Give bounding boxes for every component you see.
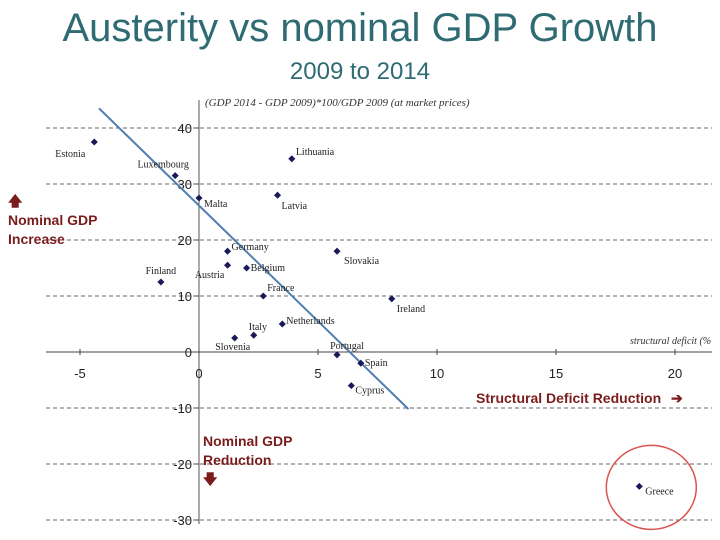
y-tick-label: -10 <box>173 401 192 416</box>
data-point <box>250 331 258 339</box>
point-label: France <box>267 283 295 294</box>
chart-title: (GDP 2014 - GDP 2009)*100/GDP 2009 (at m… <box>205 97 470 109</box>
x-tick-label: -5 <box>74 366 86 381</box>
trendline <box>98 107 410 410</box>
x-tick-label: 20 <box>668 366 682 381</box>
data-point <box>231 334 239 342</box>
point-label: Cyprus <box>355 386 384 397</box>
point-label: Germany <box>232 242 269 253</box>
point-label: Latvia <box>282 201 308 212</box>
data-point <box>635 482 643 490</box>
y-tick-labels: 40 30 20 10 0 -10 -20 -30 <box>173 121 199 528</box>
nominal-gdp-increase-label: 🡅 Nominal GDP Increase <box>8 193 98 247</box>
data-point <box>347 382 355 390</box>
data-point <box>388 295 396 303</box>
x-axis-label: structural deficit (% <box>630 336 711 347</box>
greece-highlight-circle <box>605 444 698 531</box>
data-point <box>224 261 232 269</box>
point-label: Italy <box>249 322 267 333</box>
right-arrow-icon: ➔ <box>671 390 683 406</box>
point-label: Estonia <box>55 149 86 160</box>
data-point <box>259 292 267 300</box>
data-point <box>278 320 286 328</box>
data-point <box>90 138 98 146</box>
structural-deficit-reduction-label: Structural Deficit Reduction ➔ <box>476 390 683 406</box>
data-point <box>243 264 251 272</box>
point-label: Luxembourg <box>137 160 188 171</box>
up-arrow-icon: 🡅 <box>8 193 23 209</box>
data-point <box>224 247 232 255</box>
x-tick-label: 15 <box>549 366 563 381</box>
x-tick-labels: -5 0 5 10 15 20 <box>74 349 682 381</box>
y-tick-label: -20 <box>173 457 192 472</box>
data-point <box>171 172 179 180</box>
points-layer: Estonia Luxembourg Lithuania Malta Latvia Ger… <box>55 138 674 497</box>
x-tick-label: 5 <box>314 366 321 381</box>
data-point <box>195 194 203 202</box>
point-label: Belgium <box>251 263 286 274</box>
data-point <box>333 247 341 255</box>
y-tick-label: 20 <box>178 233 192 248</box>
point-label: Spain <box>365 358 388 369</box>
point-label: Ireland <box>397 304 425 315</box>
y-tick-label: 0 <box>185 345 192 360</box>
point-label: Austria <box>195 270 225 281</box>
y-tick-label: 10 <box>178 289 192 304</box>
nominal-gdp-reduction-label: Nominal GDP Reduction 🡇 <box>203 433 293 487</box>
data-point <box>333 351 341 359</box>
point-label: Netherlands <box>286 316 334 327</box>
data-point <box>357 359 365 367</box>
down-arrow-icon: 🡇 <box>203 471 218 487</box>
y-tick-label: 40 <box>178 121 192 136</box>
y-tick-label: -30 <box>173 513 192 528</box>
x-tick-label: 10 <box>430 366 444 381</box>
point-label: Portugal <box>330 341 364 352</box>
slide-title: Austerity vs nominal GDP Growth <box>62 6 658 50</box>
x-tick-label: 0 <box>195 366 202 381</box>
slide-subtitle: 2009 to 2014 <box>289 58 431 85</box>
point-label: Lithuania <box>296 147 335 158</box>
point-label: Slovenia <box>215 342 251 353</box>
data-point <box>288 155 296 163</box>
point-label: Greece <box>645 486 674 497</box>
grid-layer <box>46 127 712 521</box>
point-label: Malta <box>204 199 228 210</box>
point-label: Finland <box>146 266 177 277</box>
y-tick-label: 30 <box>178 177 192 192</box>
data-point <box>274 191 282 199</box>
data-point <box>157 278 165 286</box>
point-label: Slovakia <box>344 256 380 267</box>
